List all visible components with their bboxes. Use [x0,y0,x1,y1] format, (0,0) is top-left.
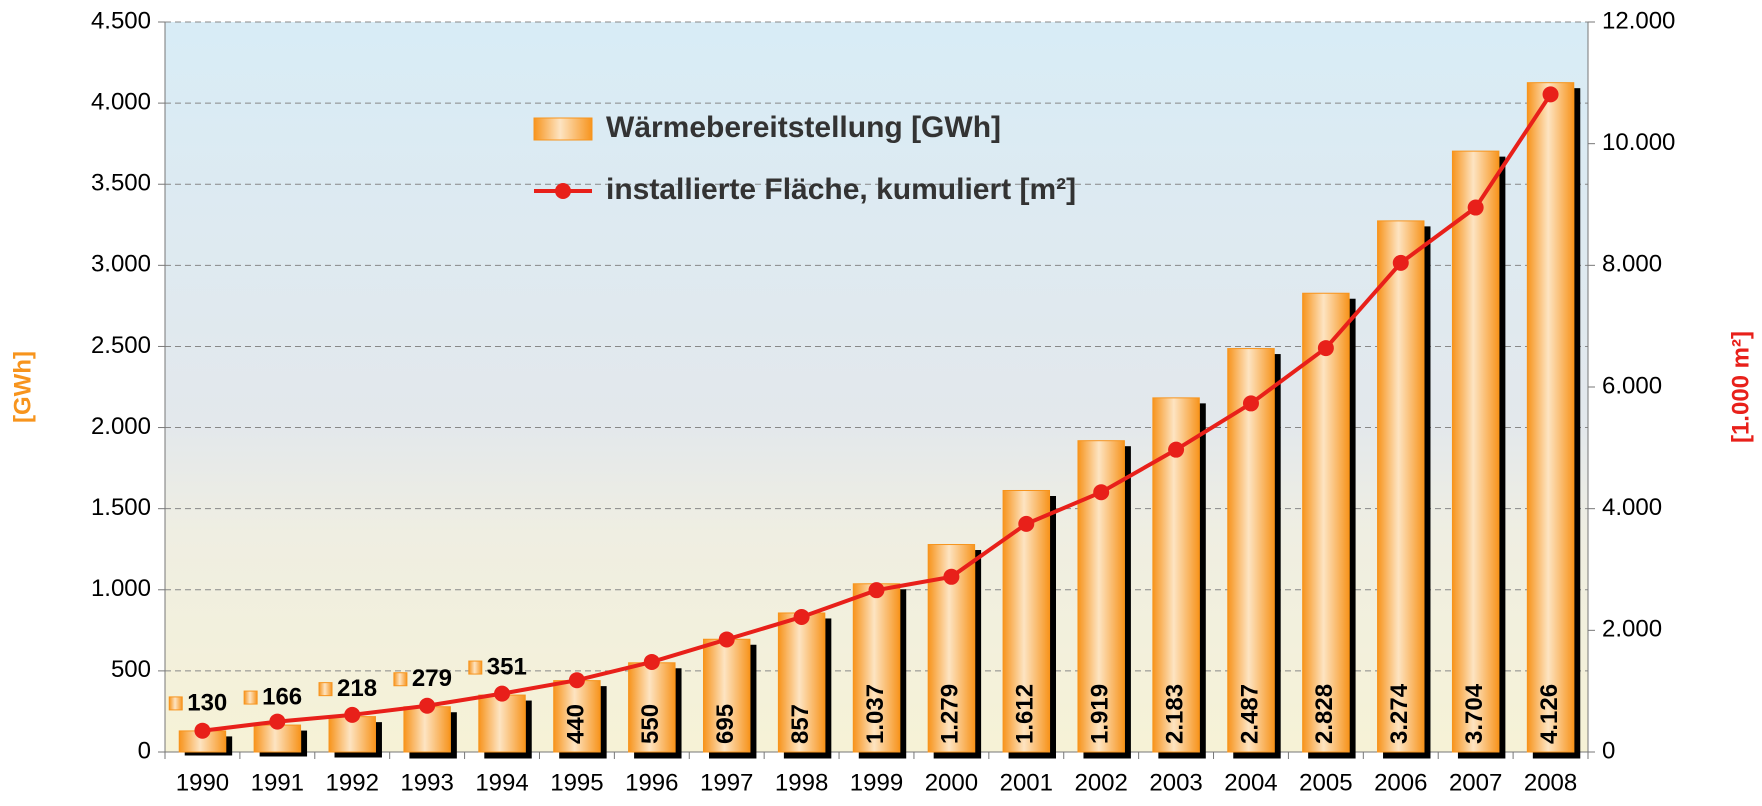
x-tick-label: 1999 [850,769,903,796]
bar [403,706,451,753]
x-tick-label: 2008 [1524,769,1577,796]
data-label: 3.704 [1461,683,1488,744]
data-label: 1.612 [1012,684,1039,744]
bar [253,724,302,753]
y2-tick-label: 0 [1602,737,1615,764]
bar [777,612,826,753]
bar [702,638,751,753]
line-marker [568,672,585,689]
data-label: 2.487 [1236,684,1263,744]
line-marker [1168,441,1185,458]
y-tick-label: 4.500 [91,7,151,34]
data-label-marker [168,696,183,711]
x-tick-label: 2003 [1149,769,1202,796]
data-label: 1.037 [862,684,889,744]
data-label: 218 [337,675,377,702]
bar [1526,82,1575,753]
line-marker [269,713,286,730]
x-tick-label: 1991 [251,769,304,796]
data-label: 695 [712,704,739,744]
bar [1451,150,1500,753]
x-tick-label: 2004 [1224,769,1277,796]
data-label: 1.919 [1087,684,1114,744]
line-marker [1392,254,1409,271]
bar [1227,348,1275,753]
bar [628,662,676,753]
data-label: 130 [187,689,227,716]
line-marker [718,631,735,648]
x-tick-label: 1990 [176,769,229,796]
data-label: 550 [637,704,664,744]
y2-tick-label: 12.000 [1602,7,1675,34]
x-tick-label: 1993 [400,769,453,796]
y2-tick-label: 4.000 [1602,494,1662,521]
y2-tick-label: 10.000 [1602,129,1675,156]
line-marker [344,706,361,723]
line-marker [868,582,885,599]
y2-tick-label: 6.000 [1602,372,1662,399]
bar [553,680,601,753]
data-label-marker [393,672,408,687]
x-tick-label: 2005 [1299,769,1352,796]
data-label: 440 [562,704,589,744]
data-label: 351 [487,653,527,680]
data-label: 1.279 [937,684,964,744]
x-tick-label: 1995 [550,769,603,796]
y-tick-label: 500 [111,656,151,683]
line-marker [643,653,660,670]
line-marker [1317,340,1334,357]
line-marker [1093,484,1110,501]
bar [478,694,526,753]
y2-axis-label: [1.000 m²] [1727,331,1754,443]
line-marker [1467,199,1484,216]
legend-swatch-marker [555,183,571,199]
y-tick-label: 3.500 [91,170,151,197]
data-label: 2.183 [1161,684,1188,744]
line-marker [1018,515,1035,532]
legend-swatch [533,117,593,141]
bar [1377,220,1425,753]
bar [852,583,901,753]
line-marker [494,685,511,702]
y-tick-label: 1.500 [91,494,151,521]
data-label: 166 [262,683,302,710]
legend-label: installierte Fläche, kumuliert [m²] [606,173,1076,206]
x-tick-label: 2007 [1449,769,1502,796]
x-tick-label: 1998 [775,769,828,796]
y2-tick-label: 2.000 [1602,616,1662,643]
line-marker [419,697,436,714]
data-label: 2.828 [1311,684,1338,744]
x-tick-label: 1997 [700,769,753,796]
y-tick-label: 2.500 [91,332,151,359]
data-label-marker [468,660,483,675]
bar [1302,292,1350,753]
line-marker [943,568,960,585]
x-tick-label: 2006 [1374,769,1427,796]
line-marker [793,608,810,625]
data-label: 857 [787,704,814,744]
x-tick-label: 1994 [475,769,528,796]
y2-tick-label: 8.000 [1602,251,1662,278]
y-tick-label: 1.000 [91,575,151,602]
line-marker [1242,395,1259,412]
y-tick-label: 4.000 [91,88,151,115]
data-label: 4.126 [1536,684,1563,744]
legend-label: Wärmebereitstellung [GWh] [606,111,1001,144]
y-tick-label: 2.000 [91,413,151,440]
x-tick-label: 2001 [1000,769,1053,796]
data-label-marker [318,682,333,697]
data-label: 3.274 [1386,683,1413,744]
data-label-marker [243,690,258,705]
y-axis-label: [GWh] [9,351,36,423]
line-marker [1542,86,1559,103]
y-tick-label: 3.000 [91,251,151,278]
x-tick-label: 1992 [326,769,379,796]
x-tick-label: 1996 [625,769,678,796]
data-label: 279 [412,665,452,692]
line-marker [194,722,211,739]
x-tick-label: 2002 [1074,769,1127,796]
x-tick-label: 2000 [925,769,978,796]
y-tick-label: 0 [138,737,151,764]
